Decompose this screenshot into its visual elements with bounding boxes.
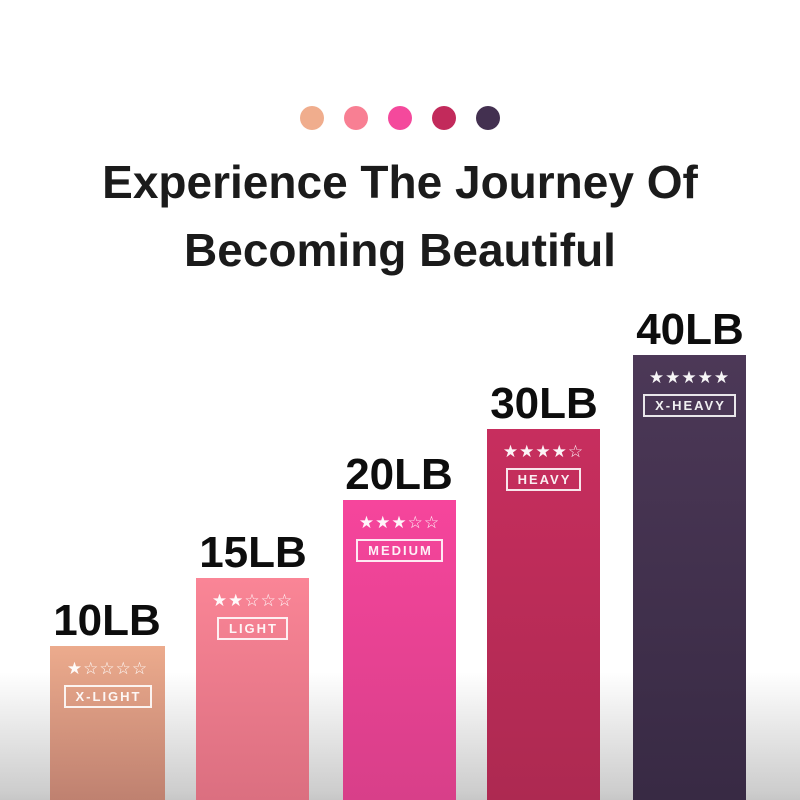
level-badge-x-heavy: X-HEAVY — [643, 394, 736, 417]
bar-weight-label-30lb: 30LB — [490, 379, 598, 428]
star-rating-light: ★★☆☆☆ — [211, 591, 294, 611]
x-light-color-dot-icon — [300, 106, 324, 130]
level-badge-medium: MEDIUM — [356, 539, 443, 562]
star-rating-medium: ★★★☆☆ — [358, 513, 441, 533]
medium-color-dot-icon — [388, 106, 412, 130]
bar-medium: ★★★☆☆ MEDIUM — [343, 500, 456, 800]
bar-heavy: ★★★★☆ HEAVY — [487, 429, 600, 800]
star-rating-heavy: ★★★★☆ — [502, 442, 585, 462]
bar-x-heavy: ★★★★★ X-HEAVY — [633, 355, 746, 800]
bar-x-light: ★☆☆☆☆ X-LIGHT — [50, 646, 165, 800]
bar-weight-label-40lb: 40LB — [636, 305, 744, 354]
heavy-color-dot-icon — [432, 106, 456, 130]
bar-light: ★★☆☆☆ LIGHT — [196, 578, 309, 800]
level-badge-x-light: X-LIGHT — [63, 685, 152, 708]
light-color-dot-icon — [344, 106, 368, 130]
bar-weight-label-15lb: 15LB — [199, 528, 307, 577]
star-rating-x-heavy: ★★★★★ — [648, 368, 731, 388]
x-heavy-color-dot-icon — [476, 106, 500, 130]
page-title-line-2: Becoming Beautiful — [184, 224, 616, 276]
color-dots-row — [0, 106, 800, 130]
level-badge-heavy: HEAVY — [505, 468, 582, 491]
bar-weight-label-20lb: 20LB — [345, 450, 453, 499]
page-title: Experience The Journey Of Becoming Beaut… — [0, 148, 800, 284]
bar-weight-label-10lb: 10LB — [53, 596, 161, 645]
star-rating-x-light: ★☆☆☆☆ — [66, 659, 149, 679]
level-badge-light: LIGHT — [217, 617, 288, 640]
page-title-line-1: Experience The Journey Of — [102, 156, 698, 208]
